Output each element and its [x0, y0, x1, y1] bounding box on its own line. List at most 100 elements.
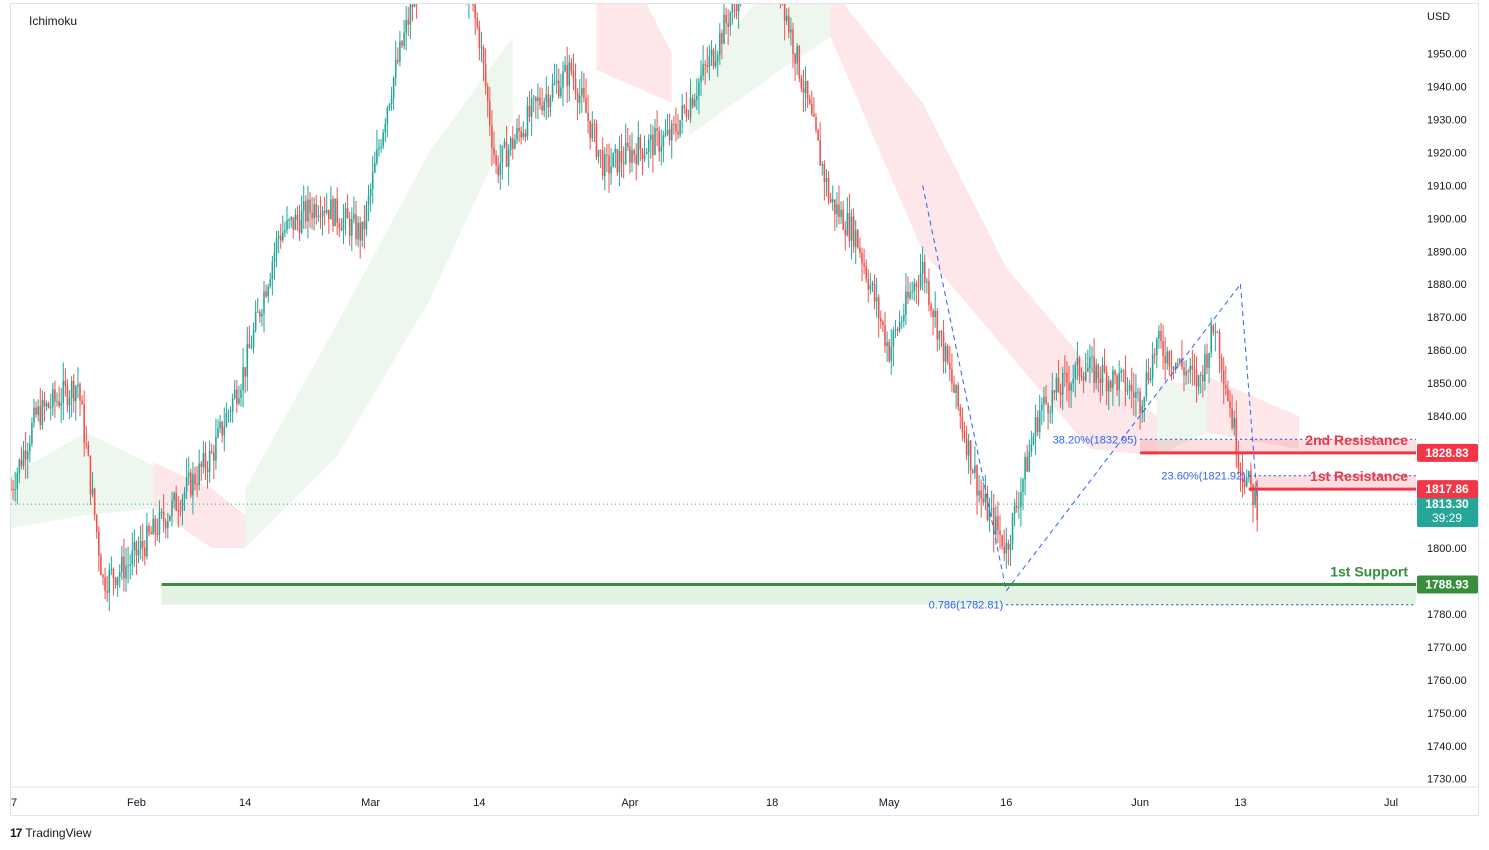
candle-body: [231, 397, 234, 412]
candle-body: [1210, 325, 1212, 353]
candle-body: [219, 421, 221, 429]
candle: [804, 66, 807, 112]
candle: [313, 197, 315, 231]
candle-body: [401, 41, 403, 46]
candle-body: [365, 205, 368, 230]
candle-body: [474, 4, 476, 19]
candle-body: [884, 325, 886, 347]
brand-footer[interactable]: 17 TradingView: [10, 826, 91, 840]
candle: [386, 105, 389, 138]
candle-body: [737, 4, 740, 12]
x-tick-label: 18: [766, 797, 778, 809]
candle: [495, 150, 497, 175]
candle: [100, 552, 102, 576]
candle-body: [633, 150, 635, 155]
candle-body: [857, 230, 859, 248]
candle-body: [79, 384, 81, 401]
indicator-label[interactable]: Ichimoku: [29, 14, 78, 28]
candle-body: [43, 399, 46, 407]
candle-body: [907, 291, 909, 299]
candle-body: [869, 285, 872, 290]
candle-body: [817, 129, 819, 141]
candle: [33, 398, 35, 428]
currency-label: USD: [1427, 11, 1450, 23]
candle-body: [355, 214, 357, 240]
candle-body: [261, 313, 263, 317]
candle-body: [953, 383, 955, 393]
candle: [963, 421, 966, 443]
candle: [658, 126, 660, 162]
candle-body: [1149, 378, 1152, 381]
candle: [112, 567, 115, 596]
candle-body: [614, 149, 617, 153]
candle: [83, 390, 85, 457]
candle: [716, 50, 719, 77]
candle-body: [541, 105, 543, 111]
candle: [992, 493, 995, 553]
candle: [915, 280, 918, 304]
candle: [905, 273, 907, 325]
candle-body: [1013, 505, 1016, 514]
candle: [77, 367, 79, 399]
level-value-1: 1817.86: [1425, 482, 1469, 496]
candle-body: [712, 49, 715, 67]
price-chart[interactable]: 38.20%(1832.95) 23.60%(1821.92) 0.786(1782…: [11, 4, 1478, 815]
y-tick-label: 1760.00: [1427, 675, 1467, 687]
candle-body: [125, 565, 127, 579]
candle: [374, 151, 376, 174]
candle-body: [1045, 396, 1047, 404]
candle-body: [1239, 467, 1242, 473]
candle: [551, 73, 554, 102]
candle: [171, 491, 173, 527]
candle: [371, 155, 374, 204]
candle: [691, 94, 694, 109]
candle: [645, 147, 648, 155]
candle: [286, 206, 288, 234]
candle-body: [553, 82, 556, 84]
candle: [614, 144, 617, 168]
candle: [68, 390, 71, 420]
candle: [296, 206, 299, 231]
candle: [305, 195, 307, 230]
candle-body: [729, 12, 732, 27]
candle: [1093, 338, 1095, 393]
candle-body: [45, 403, 48, 407]
candle-body: [1026, 456, 1028, 472]
candle-body: [405, 20, 407, 33]
candle-body: [792, 29, 794, 54]
candle: [869, 272, 872, 295]
candle: [154, 515, 157, 546]
candle-body: [997, 516, 999, 531]
candle-body: [11, 488, 12, 490]
candle-body: [1049, 412, 1051, 414]
candle-body: [271, 262, 274, 280]
candle-body: [384, 123, 387, 133]
candle: [1041, 397, 1043, 426]
candle: [342, 204, 345, 245]
candle: [647, 134, 650, 168]
candle: [606, 144, 608, 173]
resistance-zone-1: [1248, 475, 1416, 490]
candle: [315, 195, 318, 225]
candle: [1237, 440, 1240, 476]
candle: [31, 417, 33, 447]
candle-body: [827, 177, 830, 199]
candle-body: [302, 201, 305, 211]
candle-body: [162, 511, 165, 522]
tradingview-logo-icon: 17: [10, 826, 22, 840]
candle-body: [675, 123, 677, 132]
candle: [1070, 381, 1072, 409]
candle-body: [236, 389, 238, 404]
candle: [507, 144, 510, 186]
candle: [20, 446, 23, 470]
candle: [294, 208, 297, 231]
candle: [1179, 357, 1181, 366]
candle-body: [77, 384, 79, 387]
candle: [817, 128, 819, 141]
candle: [1208, 352, 1210, 384]
fib-label-0: 38.20%(1832.95): [1053, 434, 1137, 446]
candle: [121, 546, 123, 581]
candle: [896, 326, 899, 337]
candle: [1195, 356, 1198, 403]
chart-frame[interactable]: 38.20%(1832.95) 23.60%(1821.92) 0.786(1782…: [10, 3, 1479, 816]
